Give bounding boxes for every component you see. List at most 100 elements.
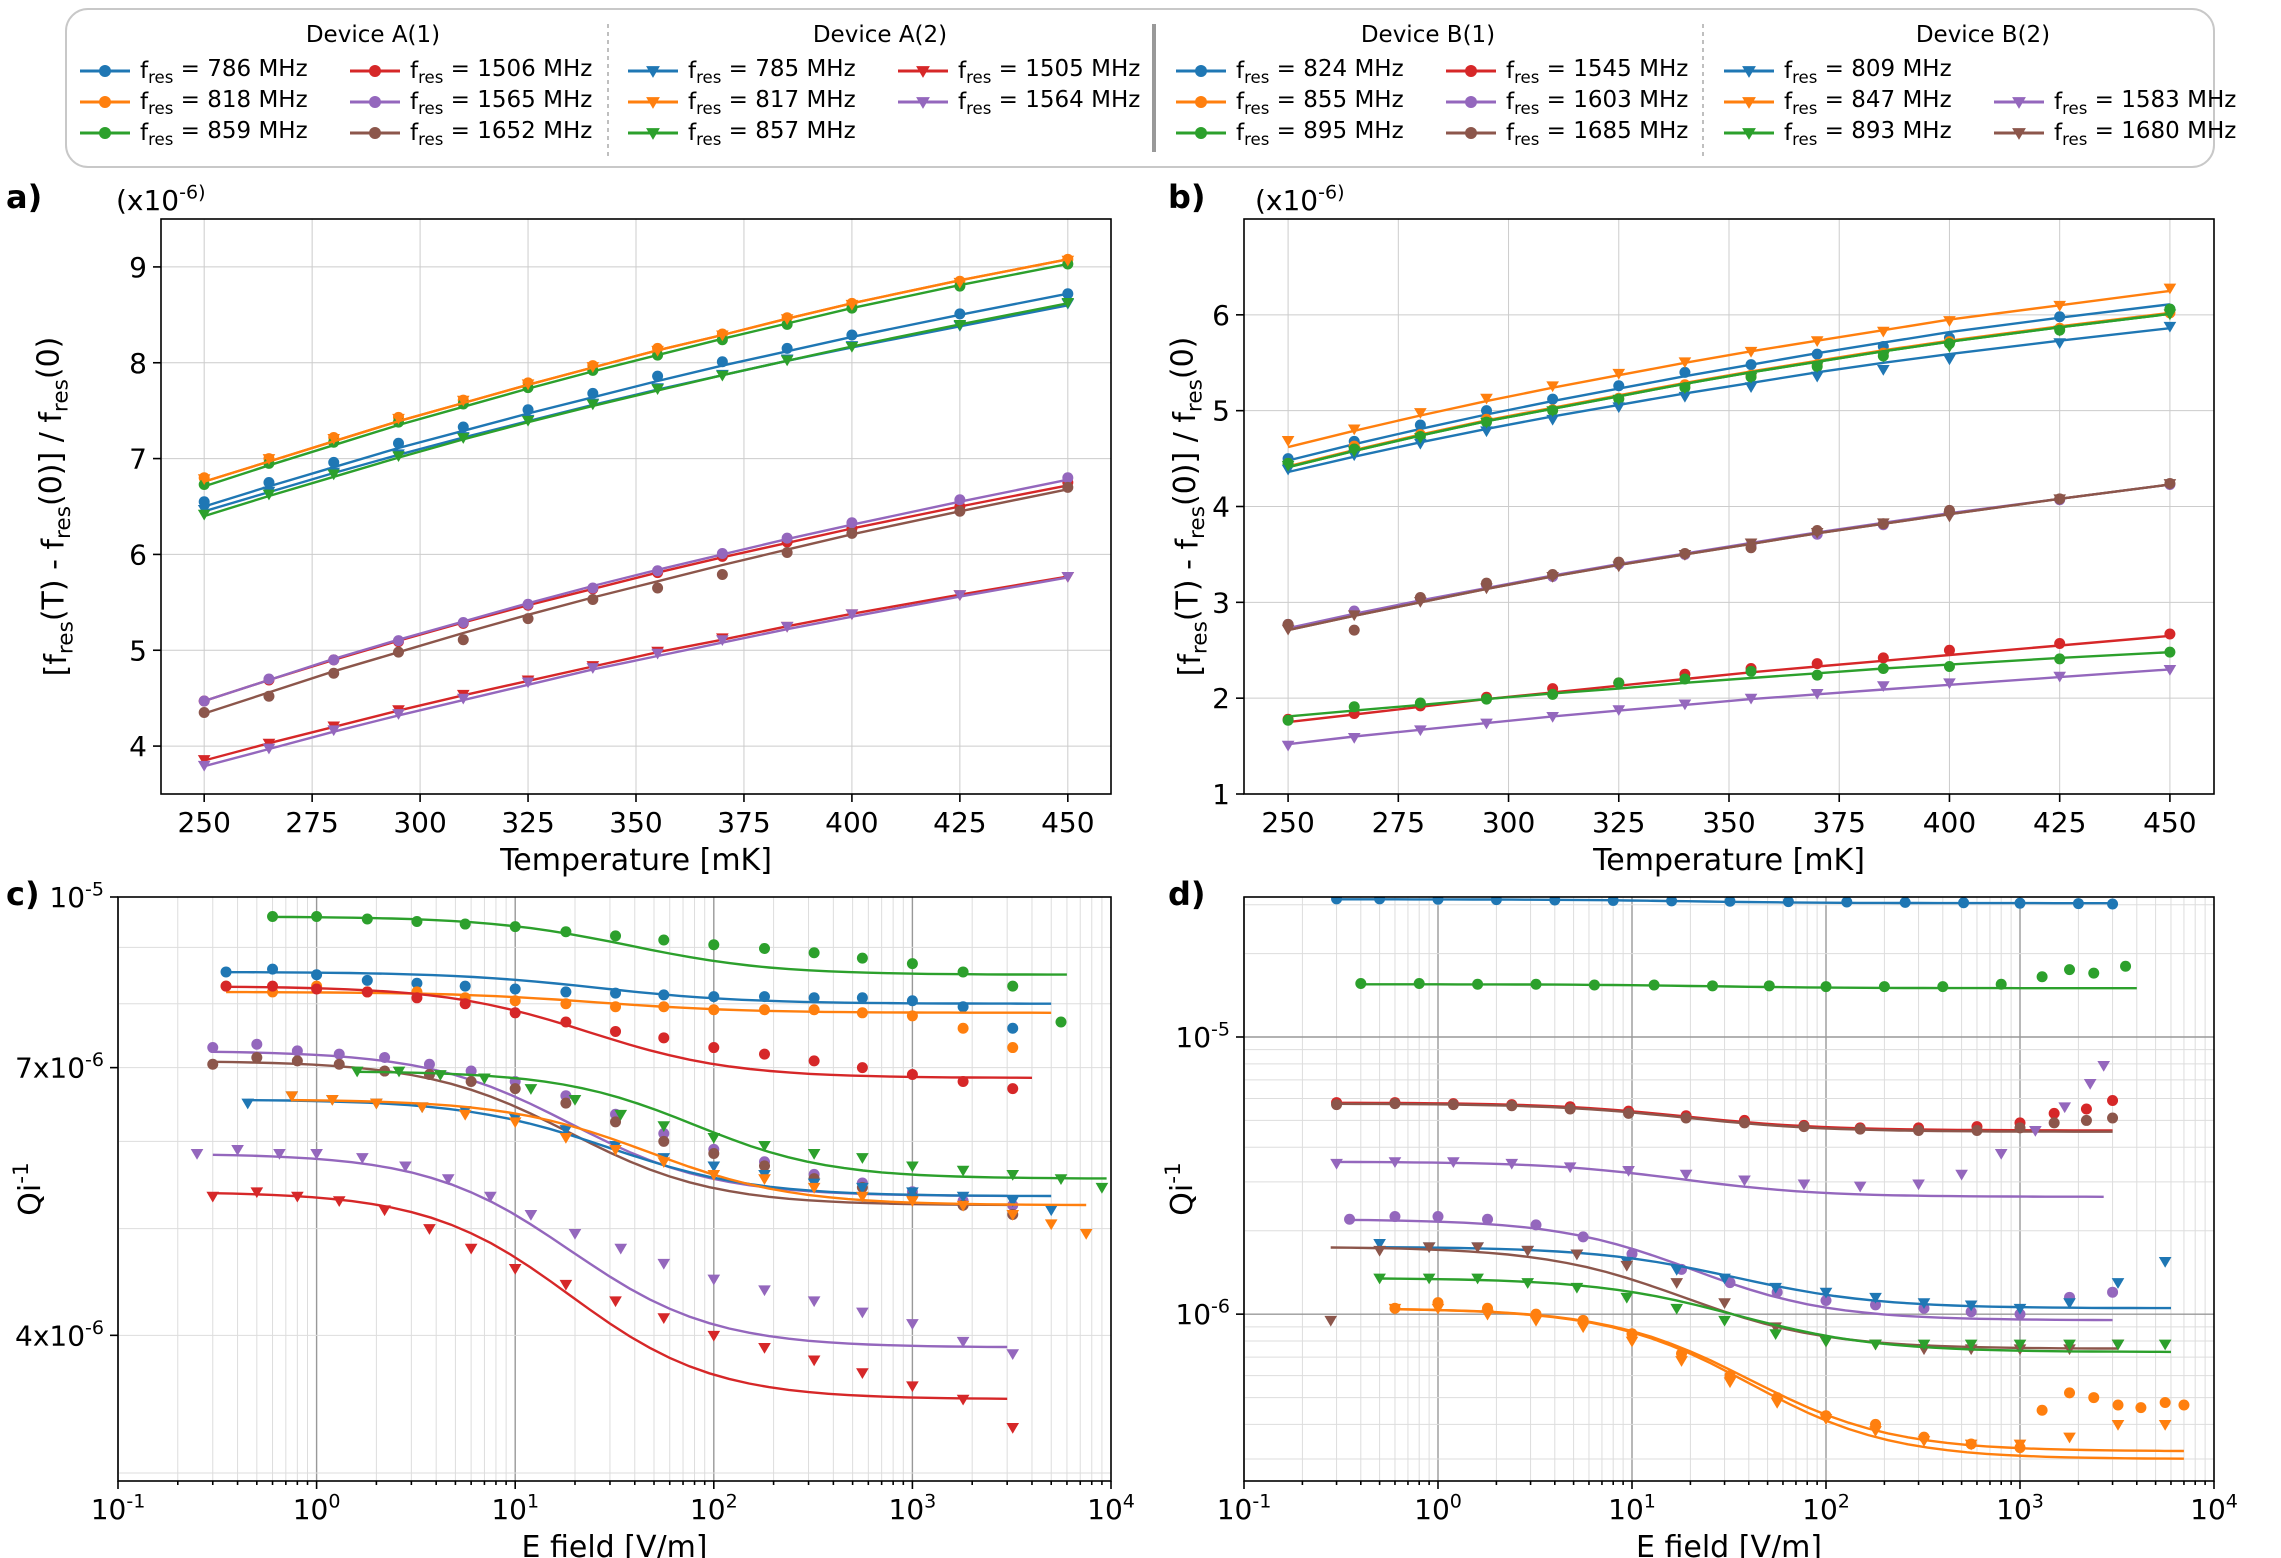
data-point (441, 1174, 455, 1185)
data-point (220, 980, 232, 992)
data-point (1877, 662, 1889, 674)
legend-marker (1742, 128, 1756, 140)
legend-marker (1195, 65, 1207, 77)
data-point (198, 707, 210, 719)
data-point (1613, 380, 1625, 392)
y-axis: 10-6 10-5 Qi-1 (1161, 1019, 1244, 1331)
data-point (332, 1196, 346, 1208)
data-point (957, 966, 969, 978)
legend-entry: fres = 1505 MHz (898, 56, 1140, 87)
series-1685-mhz (1331, 1098, 2119, 1136)
data-point (807, 1296, 821, 1308)
data-point (1344, 1213, 1356, 1225)
data-point (522, 598, 534, 610)
x-tick-label: 450 (1041, 806, 1094, 839)
data-point (2053, 494, 2067, 506)
data-point (2135, 1402, 2147, 1414)
series-817-mhz (197, 255, 1075, 486)
legend-label: fres = 809 MHz (1784, 56, 1952, 87)
data-point (2053, 338, 2067, 349)
legend-marker (1465, 96, 1477, 108)
data-point (559, 1125, 573, 1136)
data-point (856, 1062, 868, 1074)
data-point (856, 952, 868, 964)
x-tick-label: 425 (2033, 806, 2086, 839)
data-point (457, 616, 469, 628)
data-point (456, 433, 470, 444)
data-point (856, 1368, 869, 1379)
legend-marker (369, 96, 381, 108)
fit-line (212, 1153, 1008, 1349)
data-point (1678, 391, 1692, 403)
data-point (1061, 255, 1075, 267)
legend-label: fres = 1506 MHz (410, 56, 592, 87)
data-point (263, 673, 275, 685)
y-axis-label: [fres(T) - fres(0)] / fres(0) (31, 337, 78, 677)
fit-line (247, 1098, 1052, 1198)
legend-marker (1195, 96, 1207, 108)
legend-entry: fres = 1652 MHz (350, 118, 592, 149)
y-tick-label: 8 (129, 347, 147, 380)
data-point (1854, 1123, 1866, 1135)
data-point (586, 399, 600, 411)
data-point (2088, 967, 2100, 979)
data-point (716, 569, 728, 581)
data-point (957, 1075, 969, 1087)
data-point (2064, 964, 2076, 976)
x-tick-label: 425 (933, 806, 986, 839)
data-point (509, 1083, 521, 1095)
data-point (521, 379, 535, 391)
data-point (1447, 1099, 1459, 1111)
data-point (1958, 897, 1970, 909)
data-point (1373, 1245, 1386, 1257)
legend-label: fres = 1652 MHz (410, 118, 592, 149)
y-axis: 4x10-6 7x10-6 10-5 Qi-1 (9, 879, 118, 1352)
data-point (350, 1066, 364, 1078)
series-895-mhz-low- (1282, 646, 2176, 726)
data-point (708, 1042, 720, 1054)
data-point (2159, 1396, 2171, 1408)
data-point (361, 986, 373, 998)
legend-marker (1465, 127, 1477, 139)
data-point (1943, 678, 1956, 690)
data-point (610, 930, 622, 942)
data-point (2164, 646, 2176, 658)
data-point (954, 505, 966, 517)
data-point (459, 918, 471, 930)
legend-group-title: Device A(1) (306, 22, 440, 48)
data-point (1331, 1099, 1343, 1111)
y-tick-label: 3 (1212, 586, 1230, 619)
data-point (845, 299, 859, 311)
data-point (2178, 1399, 2190, 1411)
data-point (1810, 527, 1824, 539)
data-point (1481, 1309, 1494, 1321)
data-point (2107, 898, 2119, 910)
data-point (1995, 978, 2007, 990)
data-point (2163, 321, 2177, 333)
legend-marker (916, 66, 930, 78)
data-point (1095, 1182, 1109, 1194)
data-point (1007, 980, 1019, 992)
y-tick-label: 6 (129, 538, 147, 571)
data-point (758, 1160, 770, 1172)
legend-group-title: Device B(2) (1916, 22, 2050, 48)
legend-label: fres = 817 MHz (688, 87, 856, 118)
data-point (1432, 1211, 1444, 1223)
data-point (1680, 1112, 1692, 1124)
x-axis-label: Temperature [mK] (499, 843, 772, 878)
data-point (657, 1313, 671, 1325)
data-point (333, 1048, 345, 1060)
data-point (1007, 1022, 1019, 1034)
data-point (267, 911, 279, 923)
data-point (2164, 628, 2176, 640)
series-817-mhz (285, 1091, 1093, 1240)
y-tick-label: 9 (129, 251, 147, 284)
data-point (1054, 1174, 1068, 1185)
data-point (267, 980, 279, 992)
fit-line (1379, 1277, 2172, 1354)
legend-entry: fres = 1545 MHz (1446, 56, 1688, 87)
data-point (2063, 1339, 2076, 1351)
data-point (1490, 897, 1502, 906)
